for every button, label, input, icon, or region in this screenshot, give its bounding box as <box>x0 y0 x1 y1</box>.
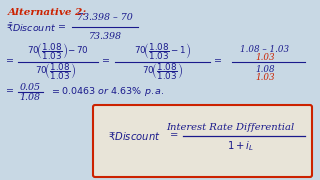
Text: =: = <box>58 24 66 33</box>
Text: $\bar{\it{₹}}Discount$: $\bar{\it{₹}}Discount$ <box>6 22 56 34</box>
Text: 0.05: 0.05 <box>20 82 41 91</box>
Text: $1 + i_L$: $1 + i_L$ <box>227 139 253 153</box>
Text: $70\!\left(\dfrac{1.08}{1.03}\right)$: $70\!\left(\dfrac{1.08}{1.03}\right)$ <box>141 62 182 82</box>
Text: 1.03: 1.03 <box>255 73 275 82</box>
Text: $\it{₹Discount}$: $\it{₹Discount}$ <box>108 130 161 142</box>
Text: 1.08: 1.08 <box>20 93 41 102</box>
Text: =: = <box>102 57 110 66</box>
Text: 1.03: 1.03 <box>255 53 275 62</box>
Text: =: = <box>170 132 178 141</box>
Text: =: = <box>214 57 222 66</box>
Text: 1.08 – 1.03: 1.08 – 1.03 <box>240 46 290 55</box>
Text: $= 0.0463\ \mathit{or}\ 4.63\%\ \mathit{p.a.}$: $= 0.0463\ \mathit{or}\ 4.63\%\ \mathit{… <box>50 86 165 98</box>
Text: Alternative 2:: Alternative 2: <box>8 8 87 17</box>
Text: 1.08: 1.08 <box>255 66 275 75</box>
Text: =: = <box>6 57 14 66</box>
Text: $70\!\left(\dfrac{1.08}{1.03}\right)\!-70$: $70\!\left(\dfrac{1.08}{1.03}\right)\!-7… <box>27 42 89 62</box>
Text: 73.398: 73.398 <box>89 32 122 41</box>
Text: $70\!\left(\dfrac{1.08}{1.03}-1\right)$: $70\!\left(\dfrac{1.08}{1.03}-1\right)$ <box>134 42 192 62</box>
Text: $70\!\left(\dfrac{1.08}{1.03}\right)$: $70\!\left(\dfrac{1.08}{1.03}\right)$ <box>35 62 76 82</box>
Text: 73.398 – 70: 73.398 – 70 <box>77 13 133 22</box>
Text: =: = <box>6 87 14 96</box>
FancyBboxPatch shape <box>93 105 312 177</box>
Text: Interest Rate Differential: Interest Rate Differential <box>166 123 294 132</box>
